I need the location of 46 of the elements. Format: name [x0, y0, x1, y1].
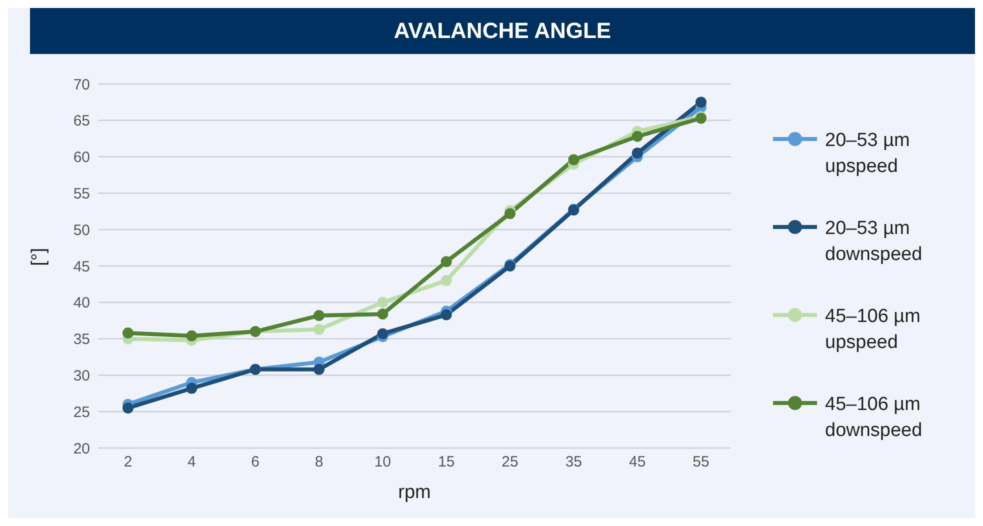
point [504, 208, 516, 220]
y-tick-label: 55 [73, 186, 90, 203]
x-tick-label: 35 [565, 454, 582, 471]
y-tick-label: 20 [73, 440, 90, 458]
x-tick-label: 8 [314, 454, 324, 471]
legend-label: 45–106 µm downspeed [825, 393, 924, 443]
point [377, 296, 388, 308]
x-tick-label: 45 [628, 454, 646, 471]
point [440, 256, 452, 268]
y-tick-label: 45 [73, 258, 90, 276]
y-tick-label: 65 [73, 112, 90, 130]
point [314, 324, 324, 335]
y-tick-label: 60 [73, 149, 90, 166]
point [440, 309, 452, 320]
point [632, 148, 643, 159]
point [440, 275, 452, 286]
y-tick-label: 35 [73, 331, 90, 348]
x-tick-label: 55 [692, 454, 710, 471]
x-tick-label: 6 [251, 454, 260, 471]
chart-title: AVALANCHE ANGLE [30, 8, 975, 54]
legend-label: 45–106 µm upspeed [825, 305, 922, 355]
y-axis-title: [°] [28, 248, 50, 266]
point [696, 96, 706, 108]
point [314, 310, 324, 322]
y-tick-label: 70 [73, 76, 90, 94]
x-tick-label: 25 [502, 454, 518, 471]
point [186, 382, 198, 394]
legend-label: 20–53 µm upspeed [825, 129, 911, 179]
point [186, 330, 198, 342]
y-tick-label: 30 [73, 368, 90, 385]
y-tick-label: 25 [73, 404, 90, 421]
point [377, 328, 388, 340]
legend-label: 20–53 µm downspeed [825, 217, 924, 267]
x-tick-label: 4 [187, 454, 196, 471]
x-tick-label: 15 [438, 454, 455, 471]
y-tick-label: 50 [73, 222, 90, 239]
x-tick-label: 10 [374, 454, 392, 471]
x-axis-title: rpm [398, 482, 431, 503]
point [568, 154, 580, 166]
point [314, 364, 324, 375]
point [377, 308, 388, 320]
point [632, 130, 643, 142]
x-tick-label: 2 [124, 454, 132, 471]
y-tick-label: 40 [73, 294, 90, 312]
point [122, 402, 134, 414]
point [122, 327, 134, 338]
